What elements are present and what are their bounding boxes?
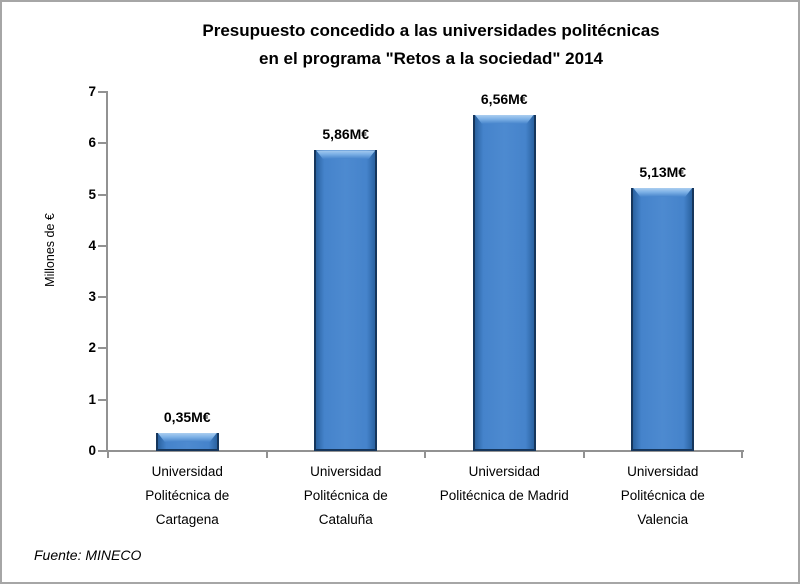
category-label-line: Politécnica de: [303, 488, 388, 503]
bar-value-label: 5,13M€: [639, 163, 687, 180]
bar: [155, 433, 219, 451]
x-axis-tick-mark: [741, 452, 743, 458]
y-tick-mark: [98, 142, 106, 145]
chart-title-line2: en el programa "Retos a la sociedad" 201…: [259, 49, 603, 68]
category-label: Universidad Politécnica de Cartagena: [108, 460, 267, 532]
bar: [314, 150, 378, 451]
y-tick-mark: [98, 244, 106, 247]
category-label-line: Universidad: [468, 464, 540, 479]
y-tick-label: 3: [88, 289, 96, 305]
category-label-line: Politécnica de: [620, 488, 705, 503]
category-label: Universidad Politécnica de Valencia: [584, 460, 743, 532]
y-tick-label: 0: [88, 443, 96, 458]
bar-value-label: 0,35M€: [163, 409, 211, 426]
category-label: Universidad Politécnica de Cataluña: [267, 460, 426, 532]
category-label-line: Universidad: [310, 464, 382, 479]
y-tick-label: 1: [88, 391, 96, 407]
bar-value-label: 5,86M€: [322, 126, 370, 143]
x-axis-line: [106, 450, 744, 452]
y-tick-label: 6: [88, 135, 96, 151]
y-axis-line: [106, 91, 108, 452]
chart-title: Presupuesto concedido a las universidade…: [72, 17, 790, 73]
chart-title-line1: Presupuesto concedido a las universidade…: [202, 21, 660, 40]
y-tick-label: 2: [88, 340, 96, 356]
y-tick-mark: [98, 296, 106, 299]
category-label-line: Universidad: [627, 464, 699, 479]
y-tick-mark: [98, 398, 106, 401]
y-tick-mark: [98, 347, 106, 350]
category-label: Universidad Politécnica de Madrid: [425, 460, 584, 508]
y-tick-mark: [98, 193, 106, 196]
x-axis-tick-mark: [265, 452, 268, 458]
y-tick-label: 7: [88, 84, 96, 99]
y-tick-label: 4: [88, 237, 96, 253]
x-axis-tick-mark: [582, 452, 585, 458]
bar-value-label: 6,56M€: [480, 90, 528, 107]
category-label-line: Politécnica de: [145, 488, 230, 503]
y-tick-label: 5: [88, 186, 96, 202]
x-axis-tick-mark: [107, 452, 109, 458]
bar: [472, 114, 536, 451]
category-label-line: Cataluña: [318, 512, 373, 527]
category-label-line: Universidad: [151, 464, 223, 479]
source-note: Fuente: MINECO: [34, 547, 142, 563]
x-axis-tick-mark: [424, 452, 426, 458]
bar: [631, 187, 695, 451]
category-label-line: Valencia: [637, 512, 689, 527]
category-label-line: Cartagena: [155, 512, 219, 527]
y-tick-mark: [98, 450, 106, 452]
category-label-line: Politécnica de Madrid: [439, 488, 569, 503]
y-tick-mark: [98, 91, 106, 93]
